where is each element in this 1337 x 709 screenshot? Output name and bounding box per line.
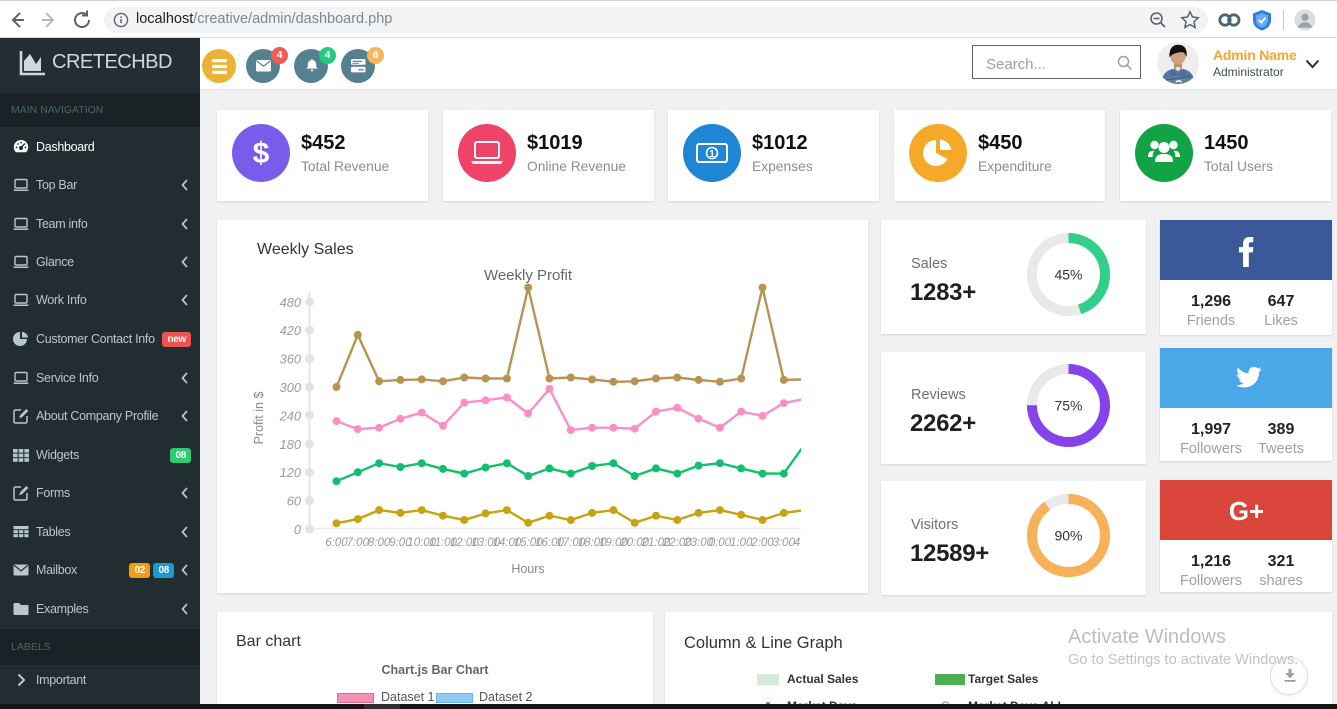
svg-text:7:00: 7:00 [347, 537, 370, 549]
svg-text:15:00: 15:00 [514, 537, 543, 549]
svg-text:1:00: 1:00 [730, 537, 753, 549]
svg-text:Weekly Profit: Weekly Profit [484, 267, 573, 284]
svg-text:1: 1 [709, 149, 715, 160]
svg-text:21:00: 21:00 [641, 537, 671, 549]
svg-text:480: 480 [280, 295, 302, 310]
svg-text:75%: 75% [1054, 397, 1082, 413]
svg-text:300: 300 [280, 380, 302, 395]
svg-text:$: $ [253, 137, 270, 170]
svg-text:13:00: 13:00 [471, 537, 500, 549]
svg-text:14:00: 14:00 [493, 537, 522, 549]
svg-text:4:00: 4:00 [794, 537, 817, 549]
svg-text:18:00: 18:00 [578, 537, 607, 549]
svg-text:2:00: 2:00 [750, 537, 774, 549]
svg-text:20:00: 20:00 [619, 537, 649, 549]
svg-text:45%: 45% [1054, 266, 1082, 282]
svg-text:9:00: 9:00 [389, 537, 412, 549]
svg-text:10:00: 10:00 [407, 537, 436, 549]
svg-text:0: 0 [294, 522, 302, 537]
svg-text:Hours: Hours [511, 562, 544, 576]
svg-text:19:00: 19:00 [599, 537, 628, 549]
svg-text:0:00: 0:00 [709, 537, 732, 549]
svg-text:60: 60 [287, 494, 302, 509]
svg-text:360: 360 [280, 352, 302, 367]
svg-text:180: 180 [280, 437, 302, 452]
svg-text:90%: 90% [1054, 527, 1082, 543]
svg-text:16:00: 16:00 [535, 537, 564, 549]
svg-text:17:00: 17:00 [556, 537, 585, 549]
svg-text:240: 240 [279, 408, 302, 423]
svg-text:G+: G+ [1230, 496, 1263, 526]
svg-text:12:00: 12:00 [450, 537, 479, 549]
svg-text:120: 120 [280, 465, 302, 480]
svg-text:22:00: 22:00 [662, 537, 692, 549]
svg-text:Profit in $: Profit in $ [252, 392, 266, 445]
svg-text:420: 420 [280, 323, 302, 338]
svg-text:23:00: 23:00 [683, 537, 713, 549]
svg-text:11:00: 11:00 [429, 537, 458, 549]
svg-text:3:00: 3:00 [773, 537, 796, 549]
svg-text:8:00: 8:00 [368, 537, 391, 549]
svg-text:6:00: 6:00 [325, 537, 348, 549]
